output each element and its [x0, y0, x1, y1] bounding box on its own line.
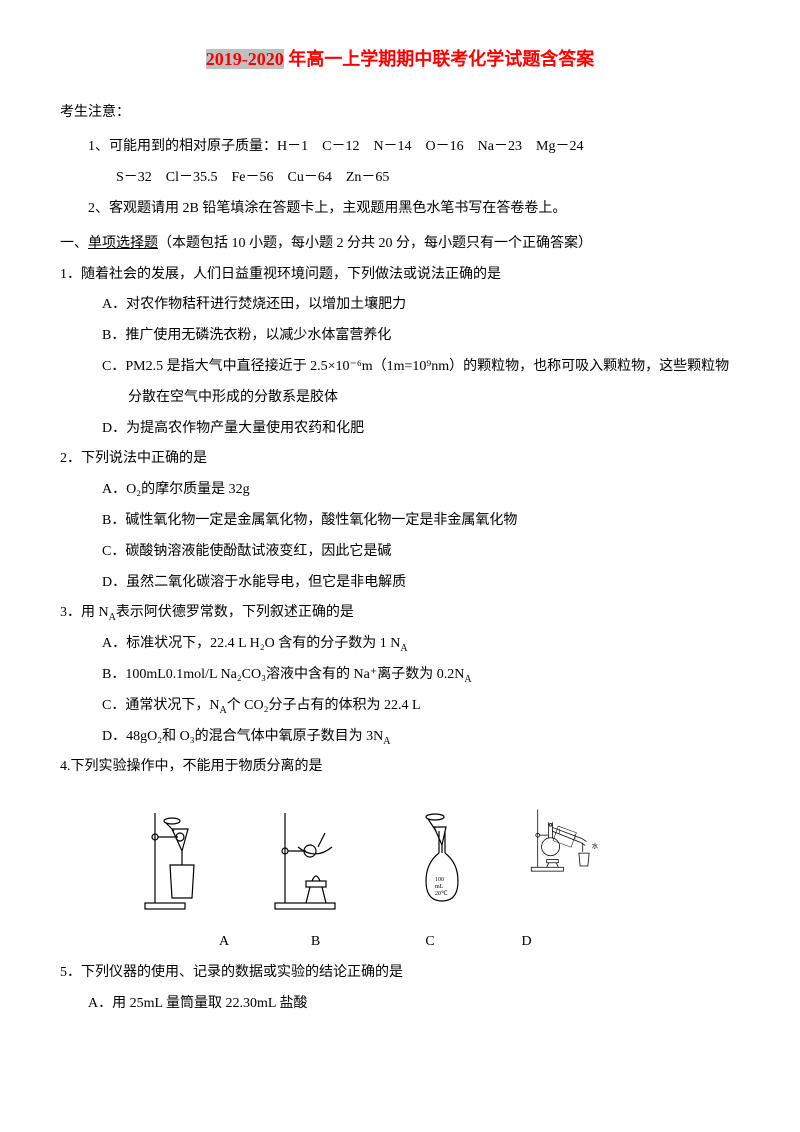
section-prefix: 一、 [60, 236, 88, 251]
subscript-a: A [400, 643, 407, 654]
q1-option-c: C．PM2.5 是指大气中直径接近于 2.5×10⁻⁶m（1m=10⁹nm）的颗… [60, 352, 740, 383]
notice-line-1: 1、可能用到的相对原子质量：H－1 C－12 N－14 O－16 Na－23 M… [60, 132, 740, 163]
diagram-d-distillation: 水 [530, 803, 620, 913]
q3c-after: 个 CO₂分子占有的体积为 22.4 L [227, 698, 421, 713]
q2-option-b: B．碱性氧化物一定是金属氧化物，酸性氧化物一定是非金属氧化物 [60, 506, 740, 537]
page-title: 2019-2020 年高一上学期期中联考化学试题含答案 [60, 40, 740, 80]
q1-option-d: D．为提高农作物产量大量使用农药和化肥 [60, 414, 740, 445]
label-c: C [377, 927, 483, 958]
q3b-text: B．100mL0.1mol/L Na₂CO₃溶液中含有的 Na⁺离子数为 0.2… [102, 667, 464, 682]
label-a: A [194, 927, 254, 958]
notice-header: 考生注意： [60, 98, 740, 129]
notice-line-2: 2、客观题请用 2B 铅笔填涂在答题卡上，主观题用黑色水笔书写在答卷卷上。 [60, 194, 740, 225]
q3-option-c: C．通常状况下，NA个 CO₂分子占有的体积为 22.4 L [60, 691, 740, 722]
diagram-labels: A B C D [60, 927, 740, 958]
subscript-a: A [383, 735, 390, 746]
diagram-a-filtration [140, 803, 230, 913]
svg-text:20℃: 20℃ [435, 891, 448, 897]
svg-text:mL: mL [435, 884, 444, 890]
section-1-header: 一、单项选择题（本题包括 10 小题，每小题 2 分共 20 分，每小题只有一个… [60, 229, 740, 260]
q3-option-a: A．标准状况下，22.4 L H₂O 含有的分子数为 1 NA [60, 629, 740, 660]
notice-line-1b: S－32 Cl－35.5 Fe－56 Cu－64 Zn－65 [60, 163, 740, 194]
subscript-a: A [464, 674, 471, 685]
label-b: B [258, 927, 374, 958]
question-3: 3．用 NA表示阿伏德罗常数，下列叙述正确的是 [60, 598, 740, 629]
question-2: 2．下列说法中正确的是 [60, 444, 740, 475]
subscript-a: A [109, 612, 116, 623]
q5-option-a: A．用 25mL 量筒量取 22.30mL 盐酸 [60, 989, 740, 1020]
svg-text:水: 水 [592, 841, 599, 850]
q1-option-c-cont: 分散在空气中形成的分散系是胶体 [60, 383, 740, 414]
svg-text:100: 100 [435, 877, 444, 883]
label-d: D [487, 927, 567, 958]
title-rest: 年高一上学期期中联考化学试题含答案 [284, 49, 595, 69]
section-title: 单项选择题 [88, 236, 158, 251]
q2-option-c: C．碳酸钠溶液能使酚酞试液变红，因此它是碱 [60, 537, 740, 568]
question-1: 1．随着社会的发展，人们日益重视环境问题，下列做法或说法正确的是 [60, 260, 740, 291]
q3-text-before: 3．用 N [60, 605, 109, 620]
subscript-a: A [219, 705, 226, 716]
section-suffix: （本题包括 10 小题，每小题 2 分共 20 分，每小题只有一个正确答案） [158, 236, 592, 251]
q3-option-d: D．48gO₂和 O₃的混合气体中氧原子数目为 3NA [60, 722, 740, 753]
q3-text-after: 表示阿伏德罗常数，下列叙述正确的是 [116, 605, 354, 620]
diagram-b-evaporation [270, 803, 360, 913]
q3-option-b: B．100mL0.1mol/L Na₂CO₃溶液中含有的 Na⁺离子数为 0.2… [60, 660, 740, 691]
q2-option-d: D．虽然二氧化碳溶于水能导电，但它是非电解质 [60, 568, 740, 599]
q2-option-a: A．O₂的摩尔质量是 32g [60, 475, 740, 506]
q3c-before: C．通常状况下，N [102, 698, 219, 713]
q3d-text: D．48gO₂和 O₃的混合气体中氧原子数目为 3N [102, 729, 383, 744]
title-highlight: 2019-2020 [206, 49, 284, 69]
q3a-text: A．标准状况下，22.4 L H₂O 含有的分子数为 1 N [102, 636, 400, 651]
q1-option-b: B．推广使用无磷洗衣粉，以减少水体富营养化 [60, 321, 740, 352]
diagram-c-volumetric: 100 mL 20℃ [400, 803, 490, 913]
diagram-row: 100 mL 20℃ 水 [60, 793, 740, 913]
question-4: 4.下列实验操作中，不能用于物质分离的是 [60, 752, 740, 783]
question-5: 5．下列仪器的使用、记录的数据或实验的结论正确的是 [60, 958, 740, 989]
q1-option-a: A．对农作物秸秆进行焚烧还田，以增加土壤肥力 [60, 290, 740, 321]
